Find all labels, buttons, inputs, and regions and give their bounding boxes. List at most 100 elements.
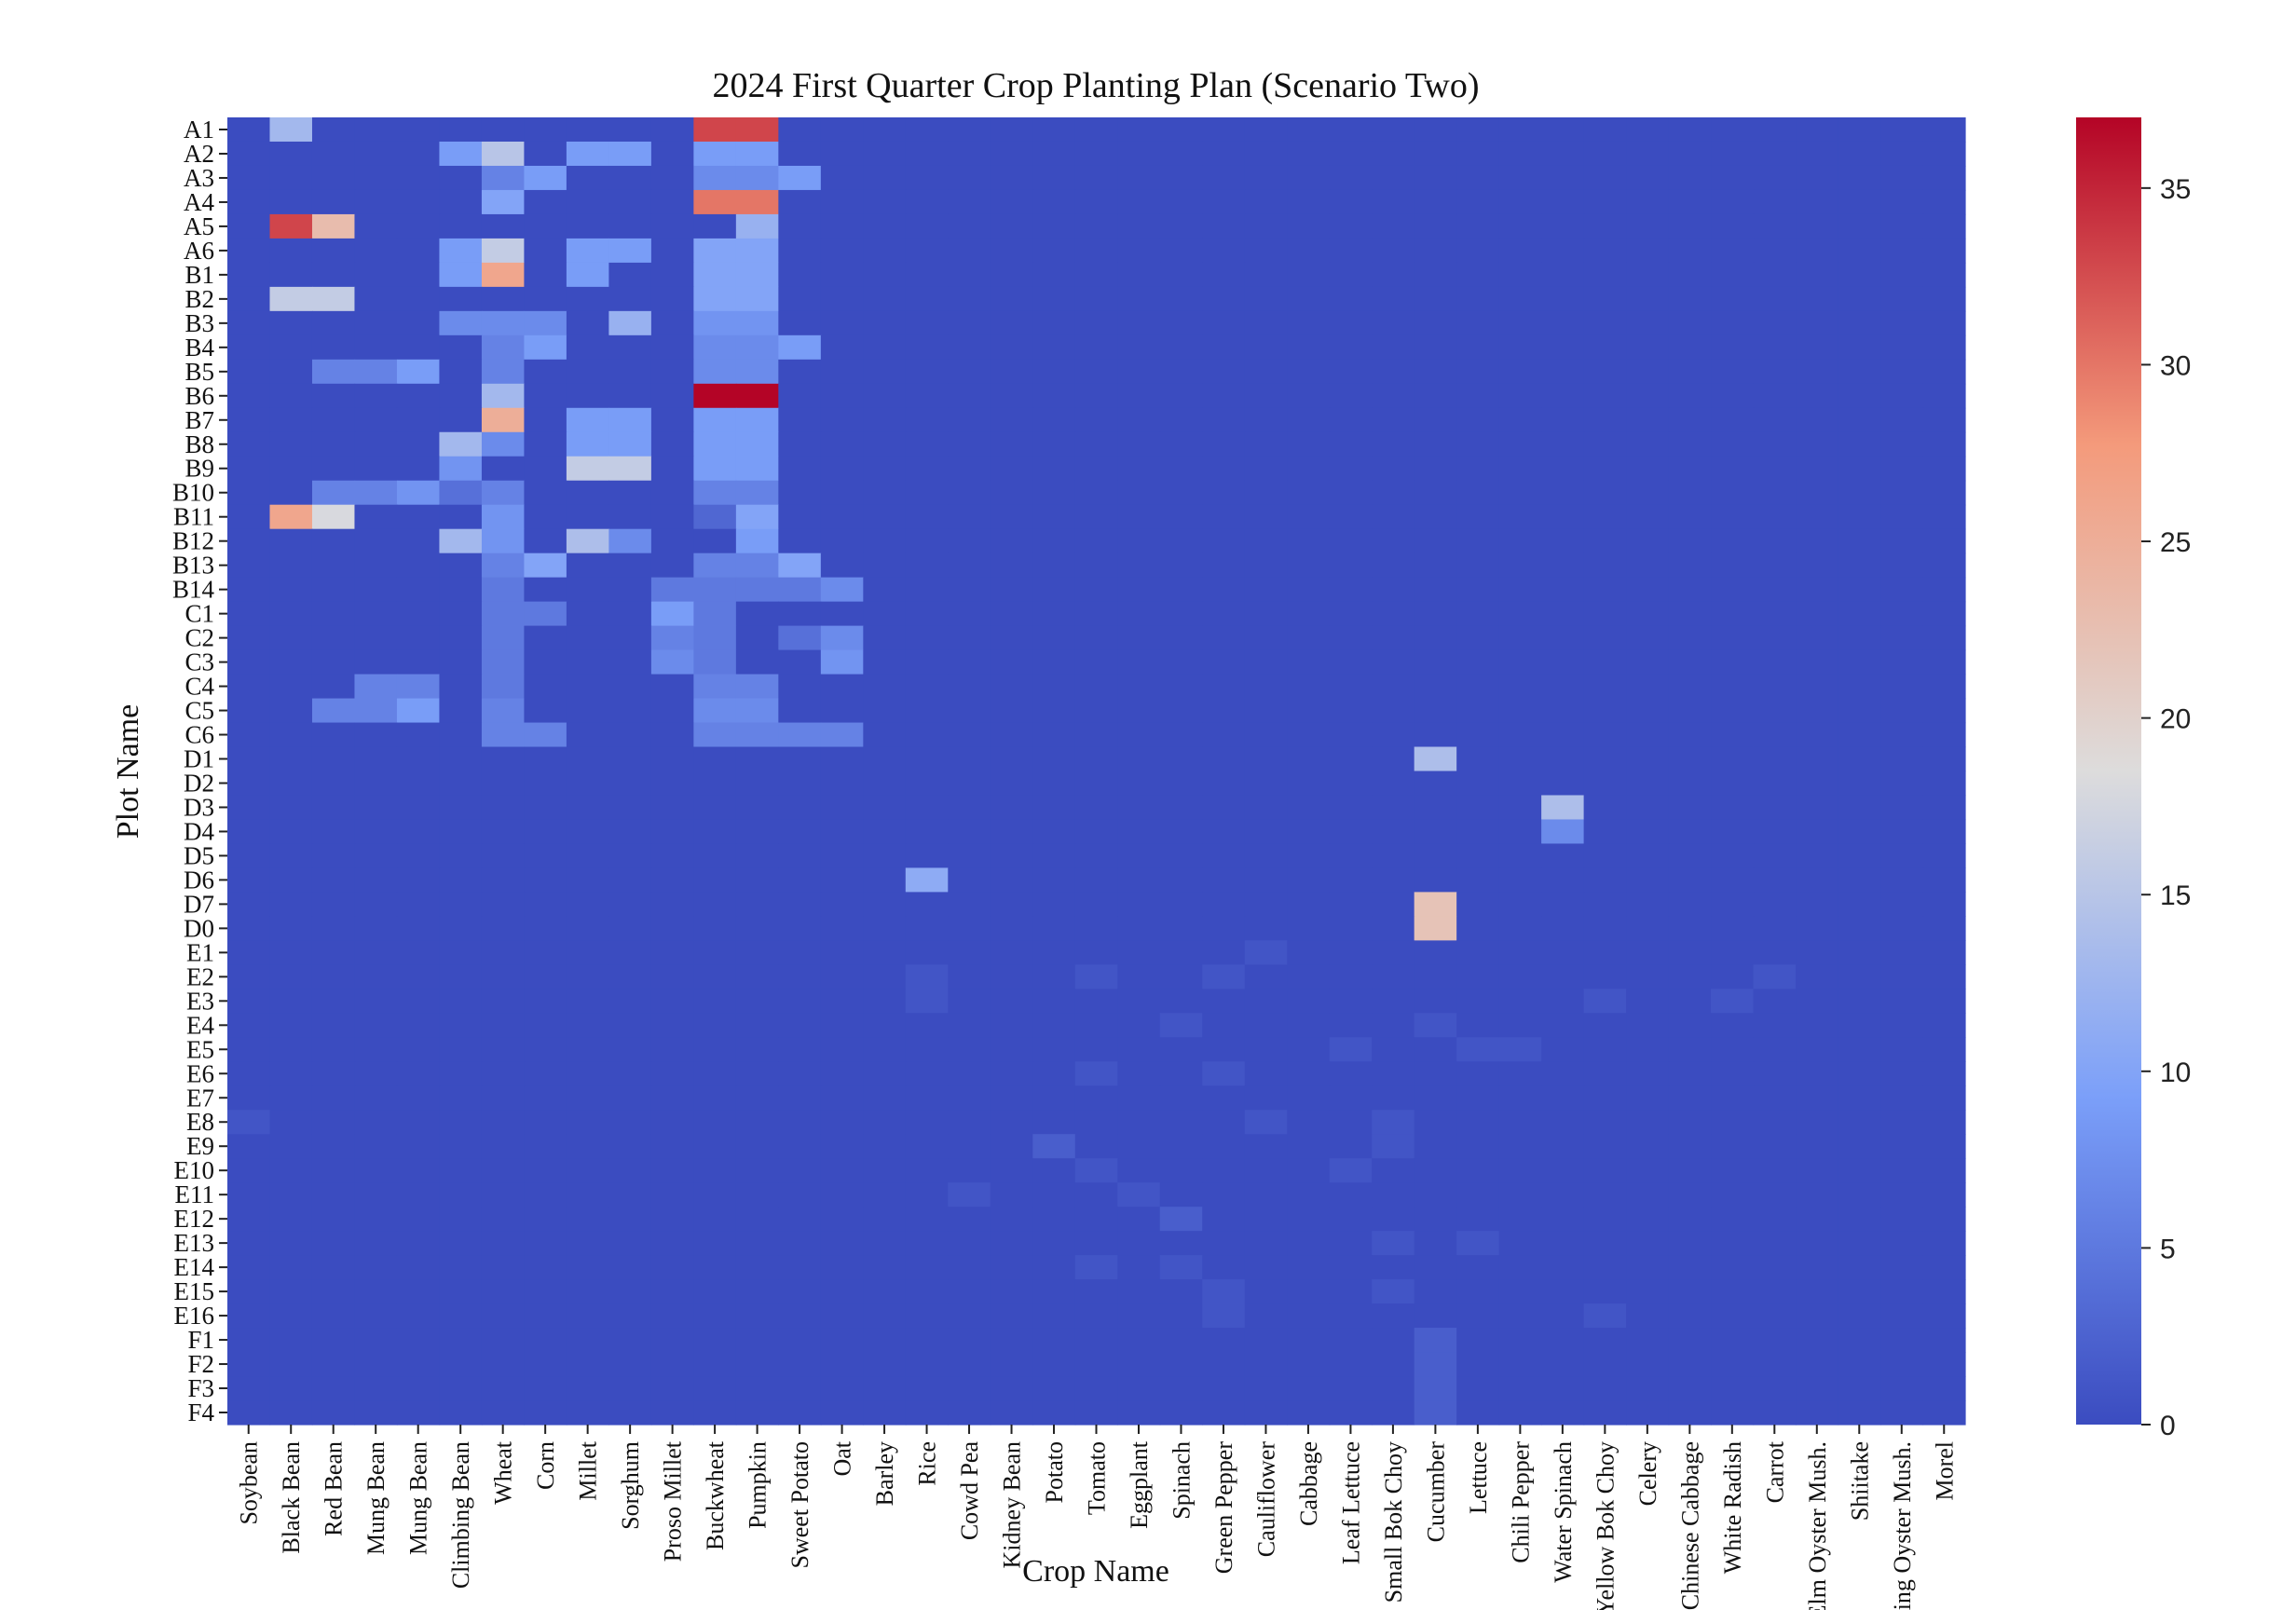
heatmap-cell	[1244, 843, 1288, 869]
heatmap-cell	[1074, 964, 1118, 989]
heatmap-cell	[1541, 892, 1585, 917]
heatmap-cell	[1711, 1110, 1755, 1135]
heatmap-cell	[269, 795, 313, 821]
heatmap-cell	[1414, 189, 1457, 215]
heatmap-cell	[1583, 625, 1627, 651]
heatmap-cell	[1074, 1085, 1118, 1111]
heatmap-cell	[524, 916, 567, 941]
heatmap-cell	[1244, 165, 1288, 191]
heatmap-cell	[693, 964, 737, 989]
heatmap-cell	[227, 141, 271, 167]
heatmap-cell	[1583, 771, 1627, 797]
heatmap-cell	[524, 1158, 567, 1183]
heatmap-cell	[905, 310, 949, 336]
heatmap-cell	[778, 117, 822, 143]
heatmap-cell	[863, 528, 907, 554]
heatmap-cell	[990, 553, 1033, 579]
heatmap-cell	[439, 407, 483, 433]
heatmap-cell	[1626, 431, 1670, 457]
heatmap-cell	[778, 843, 822, 869]
heatmap-cell	[1372, 1400, 1415, 1426]
heatmap-cell	[311, 189, 356, 215]
heatmap-cell	[608, 1255, 652, 1280]
heatmap-cell	[1456, 1158, 1500, 1183]
heatmap-cell	[1244, 625, 1288, 651]
heatmap-cell	[439, 1303, 483, 1329]
heatmap-cell	[1753, 1207, 1797, 1232]
heatmap-cell	[439, 843, 483, 869]
heatmap-cell	[1244, 1182, 1288, 1208]
heatmap-cell	[1456, 286, 1500, 312]
heatmap-cell	[948, 1400, 991, 1426]
heatmap-cell	[1583, 1134, 1627, 1159]
heatmap-cell	[990, 577, 1033, 603]
heatmap-cell	[735, 649, 779, 675]
heatmap-cell	[1626, 286, 1670, 312]
heatmap-cell	[1498, 1085, 1542, 1111]
heatmap-cell	[227, 795, 271, 821]
heatmap-cell	[1244, 117, 1288, 143]
heatmap-cell	[1753, 1061, 1797, 1086]
heatmap-cell	[1244, 213, 1288, 239]
heatmap-cell	[439, 1110, 483, 1135]
heatmap-cell	[1074, 577, 1118, 603]
heatmap-cell	[227, 1158, 271, 1183]
heatmap-cell	[1372, 1061, 1415, 1086]
heatmap-cell	[439, 262, 483, 288]
heatmap-cell	[524, 504, 567, 530]
heatmap-cell	[1498, 480, 1542, 506]
heatmap-cell	[1711, 310, 1755, 336]
heatmap-cell	[1372, 649, 1415, 675]
heatmap-cell	[1838, 1037, 1881, 1062]
heatmap-cell	[1159, 867, 1203, 894]
heatmap-cell	[1498, 1303, 1542, 1329]
heatmap-cell	[948, 940, 991, 965]
heatmap-cell	[1922, 141, 1966, 167]
heatmap-cell	[1880, 1352, 1924, 1377]
heatmap-cell	[1414, 940, 1457, 965]
heatmap-cell	[1074, 1352, 1118, 1377]
heatmap-cell	[1202, 262, 1246, 288]
heatmap-cell	[566, 1328, 609, 1353]
heatmap-cell	[1372, 867, 1415, 894]
heatmap-cell	[1287, 553, 1331, 579]
heatmap-cell	[227, 649, 271, 675]
heatmap-cell	[1796, 213, 1839, 239]
heatmap-cell	[1202, 1400, 1246, 1426]
heatmap-cell	[1541, 117, 1585, 143]
heatmap-cell	[396, 1110, 441, 1135]
heatmap-cell	[990, 407, 1033, 433]
heatmap-cell	[1372, 1182, 1415, 1208]
heatmap-cell	[1583, 1182, 1627, 1208]
heatmap-cell	[227, 189, 271, 215]
heatmap-cell	[1032, 577, 1076, 603]
heatmap-cell	[1414, 480, 1457, 506]
heatmap-cell	[1074, 843, 1118, 869]
heatmap-cell	[566, 916, 609, 941]
heatmap-cell	[693, 916, 737, 941]
heatmap-cell	[820, 407, 864, 433]
heatmap-cell	[1838, 238, 1881, 264]
heatmap-cell	[1838, 528, 1881, 554]
heatmap-cell	[778, 674, 822, 700]
heatmap-cell	[735, 1013, 779, 1038]
y-tick-label: C4	[184, 673, 214, 701]
heatmap-cell	[1456, 916, 1500, 941]
heatmap-cell	[948, 165, 991, 191]
heatmap-cell	[1372, 746, 1415, 772]
heatmap-cell	[693, 286, 737, 312]
heatmap-cell	[269, 1328, 313, 1353]
heatmap-cell	[1329, 553, 1373, 579]
heatmap-cell	[1796, 843, 1839, 869]
heatmap-cell	[1753, 1303, 1797, 1329]
heatmap-cell	[948, 1061, 991, 1086]
heatmap-cell	[311, 1328, 356, 1353]
heatmap-cell	[1372, 1352, 1415, 1377]
heatmap-cell	[948, 1376, 991, 1401]
heatmap-cell	[481, 1013, 526, 1038]
heatmap-cell	[1796, 746, 1839, 772]
heatmap-cell	[650, 1085, 694, 1111]
heatmap-cell	[1753, 892, 1797, 917]
heatmap-cell	[1372, 334, 1415, 361]
heatmap-cell	[1626, 1231, 1670, 1256]
